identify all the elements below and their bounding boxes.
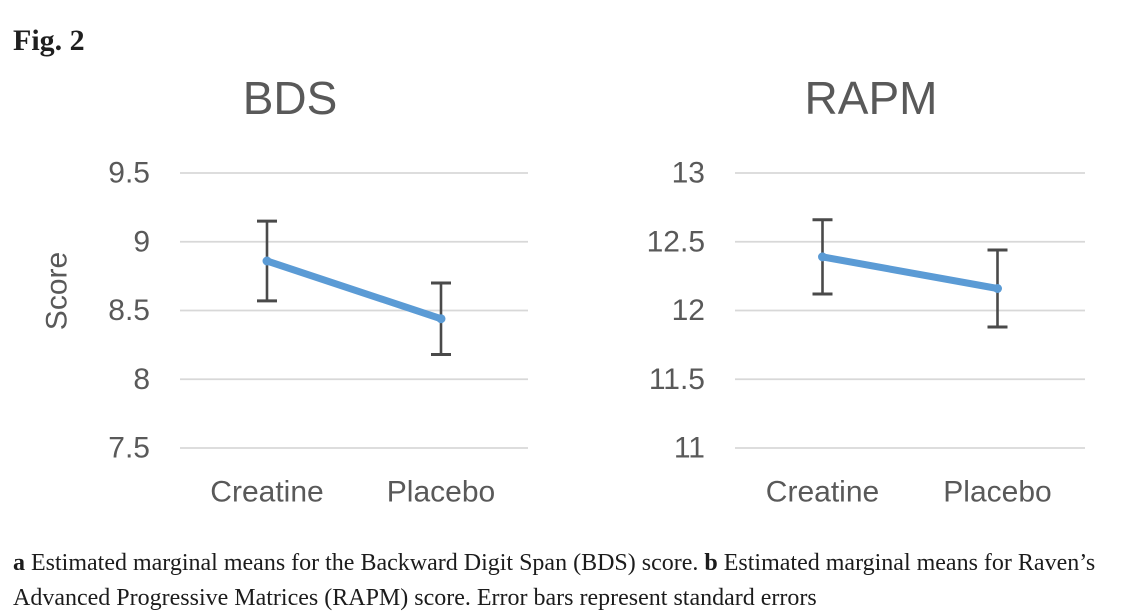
y-tick-label: 9 (133, 225, 150, 258)
data-point (818, 252, 827, 262)
y-tick-label: 12 (672, 294, 705, 327)
data-point (436, 314, 446, 324)
y-tick-label: 12.5 (647, 225, 705, 258)
chart-title: RAPM (805, 72, 938, 124)
caption-part-b-marker: b (704, 550, 718, 576)
data-point (993, 284, 1002, 293)
y-tick-label: 9.5 (108, 157, 150, 190)
series-line (263, 257, 445, 323)
series-line (819, 253, 1001, 292)
rapm-chart: 13 12.5 12 11.5 11 RAPM Creatine Placebo (647, 72, 1085, 509)
y-tick-label: 13 (672, 157, 705, 190)
data-point (262, 256, 272, 266)
y-tick-label: 11 (674, 432, 705, 465)
bds-chart: 9.5 9 8.5 8 7.5 BDS Score Creatine Placebo (41, 72, 528, 509)
y-tick-label: 7.5 (108, 432, 150, 465)
x-category-label: Placebo (387, 476, 495, 509)
figure-number-label: Fig. 2 (13, 24, 85, 57)
x-category-label: Creatine (210, 476, 323, 509)
caption-part-b-text: Estimated marginal means for Raven’s Adv… (13, 550, 1096, 611)
x-category-label: Creatine (766, 476, 879, 509)
y-tick-label: 8.5 (108, 294, 150, 327)
y-axis-title: Score (41, 252, 74, 330)
chart-title: BDS (243, 72, 338, 124)
caption-part-a-text: Estimated marginal means for the Backwar… (31, 550, 699, 576)
y-tick-label: 11.5 (649, 363, 705, 396)
x-category-label: Placebo (943, 476, 1051, 509)
figure-caption: a Estimated marginal means for the Backw… (13, 546, 1117, 615)
y-tick-label: 8 (133, 363, 150, 396)
caption-part-a-marker: a (13, 550, 25, 576)
